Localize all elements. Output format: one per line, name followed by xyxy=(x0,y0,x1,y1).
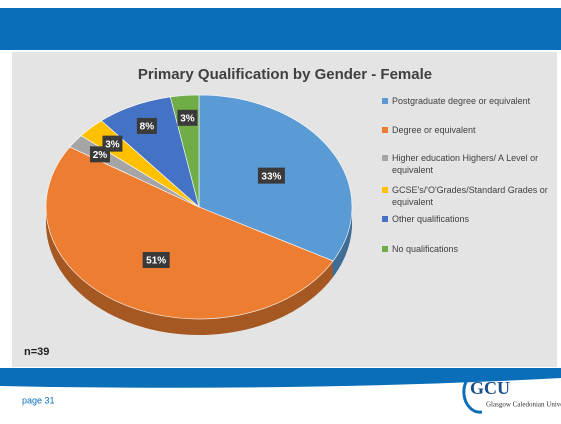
data-label: 2% xyxy=(93,150,108,161)
data-label: 51% xyxy=(146,256,166,267)
legend-label: Higher education Highers/ A Level or equ… xyxy=(392,153,539,175)
legend-label: Postgraduate degree or equivalent xyxy=(392,96,531,106)
pie: 33%51%2%3%8%3% xyxy=(45,94,353,335)
logo: GCU xyxy=(470,378,510,398)
footer-band xyxy=(0,368,561,388)
legend-item: No qualifications xyxy=(382,243,552,255)
data-label: 33% xyxy=(261,171,281,182)
legend-item: GCSE's/'O'Grades/Standard Grades or equi… xyxy=(382,184,552,208)
legend-label: No qualifications xyxy=(392,244,459,254)
legend-label: Degree or equivalent xyxy=(392,125,476,135)
legend-item: Degree or equivalent xyxy=(382,124,552,136)
legend-item: Other qualifications xyxy=(382,213,552,225)
data-label-box xyxy=(177,109,198,126)
annotation: n=39 xyxy=(24,346,49,358)
slice xyxy=(45,146,334,320)
logo-arc xyxy=(462,370,483,414)
chart-title: Primary Qualification by Gender - Female xyxy=(138,66,432,83)
logo-text: Glasgow Caledonian University xyxy=(486,401,561,409)
legend-item: Higher education Highers/ A Level or equ… xyxy=(382,152,552,176)
page-number: page 31 xyxy=(22,395,55,405)
data-label-box xyxy=(142,252,170,269)
data-label-box xyxy=(136,117,157,134)
data-label-box xyxy=(102,135,123,152)
legend-swatch xyxy=(382,246,388,252)
legend-item: Postgraduate degree or equivalent xyxy=(382,95,552,107)
legend-swatch xyxy=(382,155,388,161)
data-label: 3% xyxy=(180,113,195,124)
data-label: 8% xyxy=(140,122,155,133)
legend-label: Other qualifications xyxy=(392,214,470,224)
legend-swatch xyxy=(382,216,388,222)
data-label-box xyxy=(257,167,285,184)
header-band xyxy=(0,8,561,50)
data-label: 3% xyxy=(105,139,120,150)
legend-label: GCSE's/'O'Grades/Standard Grades or equi… xyxy=(392,185,548,207)
legend-swatch xyxy=(382,127,388,133)
legend-swatch xyxy=(382,187,388,193)
legend-swatch xyxy=(382,98,388,104)
